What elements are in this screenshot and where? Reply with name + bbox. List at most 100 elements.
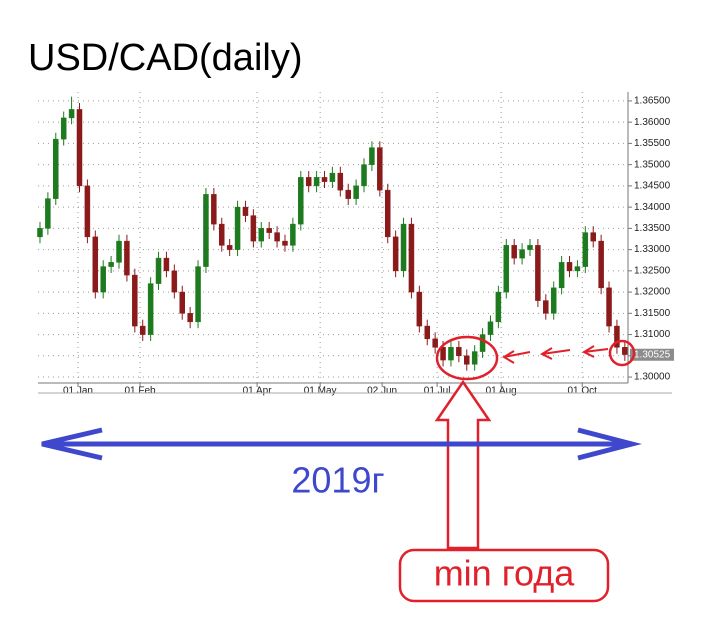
candle-body	[440, 347, 446, 361]
y-tick-label: 1.36500	[634, 96, 671, 107]
y-tick-label: 1.35000	[634, 159, 671, 170]
candle-body	[258, 228, 265, 242]
candle-body	[313, 177, 320, 187]
candle-body	[590, 232, 596, 242]
candle-body	[424, 325, 430, 340]
candle-body	[400, 223, 407, 272]
candle-body	[353, 185, 359, 199]
chart-title: USD/CAD(daily)	[28, 37, 302, 79]
candle-body	[369, 147, 375, 165]
min-label: min года	[434, 553, 576, 594]
candle-body	[290, 223, 296, 246]
candle-body	[527, 245, 533, 250]
candle-body	[234, 206, 241, 250]
candle-body	[171, 270, 178, 293]
candle-body	[416, 291, 423, 327]
last-circle	[608, 339, 636, 367]
candle-body	[566, 262, 573, 272]
candle-body	[100, 266, 106, 293]
candle-body	[361, 164, 367, 187]
candle-body	[582, 232, 589, 267]
y-tick-label: 1.31500	[634, 308, 671, 319]
x-tick-label: 02 Jun	[367, 386, 397, 397]
candle-body	[124, 240, 130, 276]
candle-body	[187, 313, 193, 323]
x-tick-label: 01 Feb	[124, 386, 156, 397]
candle-body	[345, 189, 351, 199]
candle-body	[606, 287, 612, 327]
candle-body	[448, 347, 454, 361]
candle-body	[298, 177, 304, 225]
candle-body	[179, 291, 185, 314]
candle-body	[211, 194, 217, 225]
candle-body	[384, 189, 391, 238]
candle-body	[305, 177, 312, 187]
candle-body	[250, 215, 257, 242]
candle-body	[282, 240, 288, 246]
x-tick-label: 01 Jan	[63, 386, 93, 397]
y-tick-label: 1.30000	[634, 372, 671, 383]
y-tick-label: 1.34500	[634, 181, 671, 192]
candle-body	[574, 266, 581, 272]
candle-body	[471, 351, 478, 365]
y-tick-label: 1.32500	[634, 265, 671, 276]
x-tick-label: 01 Oct	[568, 386, 598, 397]
candle-body	[37, 228, 43, 238]
candle-body	[321, 177, 328, 182]
year-label: 2019г	[291, 460, 384, 501]
min-box	[398, 548, 610, 603]
candle-body	[92, 236, 99, 293]
y-tick-label: 1.36000	[634, 117, 671, 128]
candle-body	[543, 300, 549, 314]
candle-body	[408, 223, 415, 293]
last-price-box	[630, 348, 674, 361]
candle-body	[337, 172, 344, 191]
candle-body	[392, 236, 399, 272]
x-tick-label: 01 May	[304, 386, 337, 397]
year-arrow	[41, 427, 642, 461]
candle-body	[147, 283, 154, 335]
up-arrow	[434, 379, 492, 550]
candle-body	[139, 325, 146, 335]
candle-body	[266, 228, 272, 233]
candle-body	[622, 347, 628, 355]
candle-body	[511, 245, 517, 259]
candle-body	[479, 334, 486, 352]
candle-body	[60, 117, 67, 140]
candle-body	[163, 257, 170, 272]
candle-body	[614, 325, 620, 348]
candle-body	[219, 223, 225, 246]
candle-body	[503, 245, 510, 293]
candle-body	[487, 321, 494, 335]
candle-body	[76, 109, 83, 187]
candle-body	[116, 240, 122, 263]
candle-body	[274, 232, 280, 242]
y-tick-label: 1.35500	[634, 138, 671, 149]
candle-body	[456, 347, 462, 357]
dashed-arrows	[502, 345, 609, 364]
y-tick-label: 1.33500	[634, 223, 671, 234]
y-tick-label: 1.34000	[634, 202, 671, 213]
x-tick-label: 01 Apr	[243, 386, 273, 397]
candle-body	[108, 262, 114, 267]
candle-body	[84, 185, 91, 238]
x-tick-label: 01 Jul	[424, 386, 451, 397]
candle-body	[45, 198, 51, 229]
min-circle	[435, 335, 499, 381]
candle-body	[53, 138, 59, 199]
plot: 1.300001.305001.310001.315001.320001.325…	[37, 92, 674, 397]
candle-body	[203, 194, 209, 267]
candle-body	[155, 257, 162, 284]
x-tick-label: 01 Aug	[486, 386, 517, 397]
candle-body	[519, 249, 525, 259]
candle-body	[132, 274, 138, 327]
candle-body	[495, 291, 502, 323]
candle-body	[195, 266, 201, 323]
last-price-label: 1.30525	[634, 349, 671, 360]
candle-body	[377, 147, 383, 191]
y-tick-label: 1.32000	[634, 287, 671, 298]
candle-body	[432, 338, 438, 348]
candle-body	[242, 206, 249, 216]
candle-body	[598, 240, 604, 289]
y-tick-label: 1.31000	[634, 329, 671, 340]
